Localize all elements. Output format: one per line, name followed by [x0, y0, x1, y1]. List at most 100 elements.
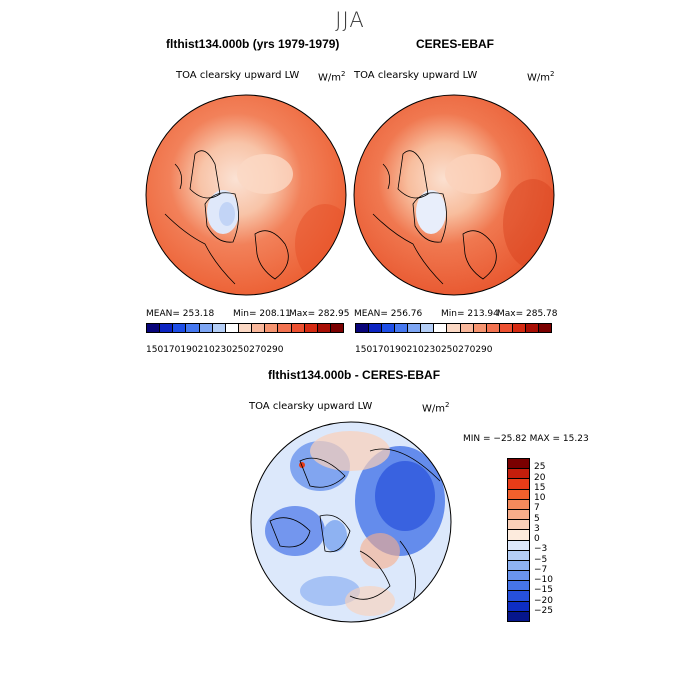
colorbar-swatch	[186, 324, 200, 332]
left-panel-units: W/m2	[318, 70, 346, 84]
diff-colorbar-label: −25	[534, 605, 553, 616]
diff-colorbar-swatch	[508, 591, 529, 602]
right-polar-map	[353, 94, 555, 296]
left-polar-map	[145, 94, 347, 296]
diff-colorbar-label: −7	[534, 564, 548, 575]
diff-colorbar-label: 3	[534, 523, 540, 534]
left-max: Max= 282.95	[289, 309, 350, 319]
colorbar-swatch	[525, 324, 539, 332]
colorbar-tick-label: 190	[389, 345, 407, 355]
left-colorbar-ticks: 150170190210230250270290	[146, 337, 344, 355]
right-colorbar	[355, 323, 552, 333]
colorbar-tick-label: 210	[406, 345, 424, 355]
diff-panel-units: W/m2	[422, 401, 450, 415]
colorbar-swatch	[330, 324, 344, 332]
land-contour	[397, 150, 429, 199]
colorbar-tick-label: 250	[440, 345, 459, 355]
colorbar-swatch	[252, 324, 266, 332]
colorbar-tick-label: 190	[180, 345, 198, 355]
colorbar-swatch	[317, 324, 331, 332]
colorbar-tick-label: 170	[163, 345, 181, 355]
diff-colorbar-label: −15	[534, 585, 553, 596]
land-contour	[189, 150, 221, 199]
diff-colorbar-swatch	[508, 489, 529, 500]
right-max: Max= 285.78	[497, 309, 558, 319]
diff-panel-subtitle: TOA clearsky upward LW	[249, 401, 373, 412]
diff-colorbar-label: 20	[534, 472, 546, 483]
left-mean: MEAN= 253.18	[146, 309, 215, 319]
diff-colorbar-swatch	[508, 540, 529, 551]
diff-colorbar-swatch	[508, 459, 529, 470]
colorbar-swatch	[291, 324, 305, 332]
diff-panel-title: flthist134.000b - CERES-EBAF	[268, 368, 441, 382]
diff-colorbar-label: 0	[534, 534, 540, 544]
colorbar-swatch	[395, 324, 409, 332]
left-panel-title: flthist134.000b (yrs 1979-1979)	[166, 37, 340, 51]
colorbar-swatch	[512, 324, 526, 332]
colorbar-tick-label: 230	[423, 345, 441, 355]
diff-colorbar-swatch	[508, 479, 529, 490]
colorbar-swatch	[356, 324, 370, 332]
colorbar-swatch	[486, 324, 500, 332]
colorbar-swatch	[199, 324, 213, 332]
diff-polar-map	[250, 421, 452, 623]
diff-colorbar-swatch	[508, 581, 529, 592]
right-panel-units: W/m2	[527, 70, 555, 84]
colorbar-swatch	[434, 324, 448, 332]
left-colorbar	[146, 323, 344, 333]
greenland-low-region	[416, 190, 446, 234]
colorbar-swatch	[147, 324, 161, 332]
colorbar-swatch	[382, 324, 396, 332]
colorbar-swatch	[278, 324, 292, 332]
colorbar-tick-label: 270	[458, 345, 476, 355]
colorbar-tick-label: 230	[214, 345, 232, 355]
diff-colorbar-label: 10	[534, 493, 546, 503]
right-mean: MEAN= 256.76	[354, 309, 423, 319]
colorbar-swatch	[460, 324, 474, 332]
diff-colorbar-swatch	[508, 499, 529, 510]
colorbar-swatch	[304, 324, 318, 332]
diff-colorbar-swatch	[508, 550, 529, 561]
diff-colorbar-swatch	[508, 601, 529, 612]
right-panel-subtitle: TOA clearsky upward LW	[354, 70, 478, 81]
diff-colorbar-label: 15	[534, 482, 546, 493]
colorbar-tick-label: 290	[475, 345, 493, 355]
diff-colorbar-label: −20	[534, 595, 553, 606]
colorbar-swatch	[421, 324, 435, 332]
right-min: Min= 213.94	[441, 309, 499, 319]
colorbar-swatch	[225, 324, 239, 332]
right-panel-title: CERES-EBAF	[416, 37, 495, 51]
diff-colorbar-swatch	[508, 469, 529, 480]
colorbar-swatch	[538, 324, 551, 332]
diff-colorbar-swatch	[508, 560, 529, 572]
diff-colorbar	[507, 458, 530, 622]
diff-colorbar-label: −3	[534, 544, 548, 555]
diff-colorbar-swatch	[508, 530, 529, 541]
diff-colorbar-label: 7	[534, 503, 540, 514]
colorbar-swatch	[369, 324, 383, 332]
colorbar-swatch	[408, 324, 422, 332]
land-contour	[299, 457, 346, 488]
diff-minmax: MIN = −25.82 MAX = 15.23	[463, 434, 589, 444]
diff-colorbar-swatch	[508, 509, 529, 521]
colorbar-tick-label: 210	[197, 345, 215, 355]
diff-colorbar-swatch	[508, 611, 529, 621]
colorbar-swatch	[447, 324, 461, 332]
colorbar-tick-label: 170	[372, 345, 390, 355]
left-min: Min= 208.11	[233, 309, 291, 319]
colorbar-swatch	[212, 324, 226, 332]
left-panel-subtitle: TOA clearsky upward LW	[176, 70, 300, 81]
colorbar-swatch	[238, 324, 253, 332]
colorbar-tick-label: 150	[355, 345, 373, 355]
colorbar-swatch	[265, 324, 279, 332]
colorbar-swatch	[473, 324, 487, 332]
colorbar-swatch	[160, 324, 174, 332]
diff-colorbar-label: −10	[534, 575, 553, 585]
colorbar-tick-label: 270	[249, 345, 267, 355]
diff-colorbar-labels: 25 20 15 10 7 5 3 0 −3 −5 −7 −10 −15 −20 −25	[534, 458, 574, 622]
diff-colorbar-label: −5	[534, 554, 548, 565]
diff-colorbar-swatch	[508, 571, 529, 582]
colorbar-swatch	[499, 324, 513, 332]
right-colorbar-ticks: 150170190210230250270290	[355, 337, 552, 355]
diff-colorbar-label: 25	[534, 462, 546, 473]
